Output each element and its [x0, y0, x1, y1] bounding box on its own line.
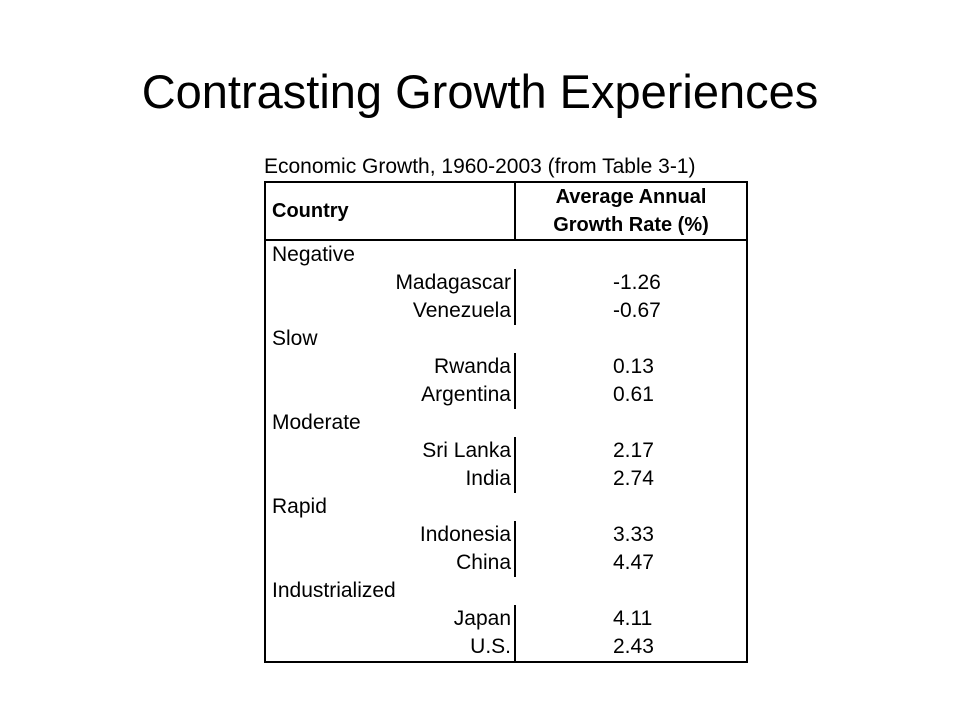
table-row: Madagascar -1.26 — [265, 269, 747, 297]
growth-value: 3.33 — [613, 523, 654, 546]
growth-value: -1.26 — [613, 271, 661, 294]
growth-value: 4.47 — [613, 551, 654, 574]
country-name: Madagascar — [265, 269, 516, 297]
growth-value: 0.61 — [613, 383, 654, 406]
table-row: Rwanda 0.13 — [265, 353, 747, 381]
growth-value: -0.67 — [613, 299, 661, 322]
group-row-negative: Negative — [265, 240, 747, 269]
table-caption: Economic Growth, 1960-2003 (from Table 3… — [264, 155, 696, 178]
group-row-moderate: Moderate — [265, 409, 747, 437]
growth-value: 0.13 — [613, 355, 654, 378]
growth-value: 2.17 — [613, 439, 654, 462]
country-name: U.S. — [265, 633, 516, 662]
table-row: Argentina 0.61 — [265, 381, 747, 409]
group-label: Slow — [272, 327, 318, 350]
group-label: Rapid — [272, 495, 327, 518]
table-row: China 4.47 — [265, 549, 747, 577]
table-row: India 2.74 — [265, 465, 747, 493]
slide-title: Contrasting Growth Experiences — [141, 65, 819, 118]
group-label: Negative — [272, 243, 355, 266]
header-growth-rate: Average Annual Growth Rate (%) — [515, 182, 747, 240]
table-row: Sri Lanka 2.17 — [265, 437, 747, 465]
table-row: Japan 4.11 — [265, 605, 747, 633]
country-name: Venezuela — [265, 297, 516, 325]
group-spacer — [515, 409, 747, 437]
table-body: Negative Madagascar -1.26 Venezuela -0.6… — [265, 240, 747, 662]
table-header-row: Country Average Annual Growth Rate (%) — [265, 182, 747, 240]
header-rate-line2: Growth Rate (%) — [553, 214, 709, 236]
country-name: India — [265, 465, 516, 493]
group-label: Industrialized — [272, 579, 396, 602]
group-spacer — [515, 325, 747, 353]
group-spacer — [515, 493, 747, 521]
group-row-rapid: Rapid — [265, 493, 747, 521]
group-label: Moderate — [272, 411, 361, 434]
country-name: China — [265, 549, 516, 577]
table-row: Indonesia 3.33 — [265, 521, 747, 549]
country-name: Indonesia — [265, 521, 516, 549]
country-name: Sri Lanka — [265, 437, 516, 465]
growth-value: 2.43 — [613, 635, 654, 658]
country-name: Japan — [265, 605, 516, 633]
header-country: Country — [265, 182, 516, 240]
table-row: Venezuela -0.67 — [265, 297, 747, 325]
country-name: Argentina — [265, 381, 516, 409]
growth-table: Country Average Annual Growth Rate (%) N… — [264, 181, 748, 663]
group-spacer — [515, 240, 747, 269]
group-spacer — [515, 577, 747, 605]
growth-value: 2.74 — [613, 467, 654, 490]
growth-value: 4.11 — [613, 607, 653, 630]
header-rate-line1: Average Annual — [555, 186, 707, 208]
table-row: U.S. 2.43 — [265, 633, 747, 662]
country-name: Rwanda — [265, 353, 516, 381]
group-row-slow: Slow — [265, 325, 747, 353]
group-row-industrialized: Industrialized — [265, 577, 747, 605]
